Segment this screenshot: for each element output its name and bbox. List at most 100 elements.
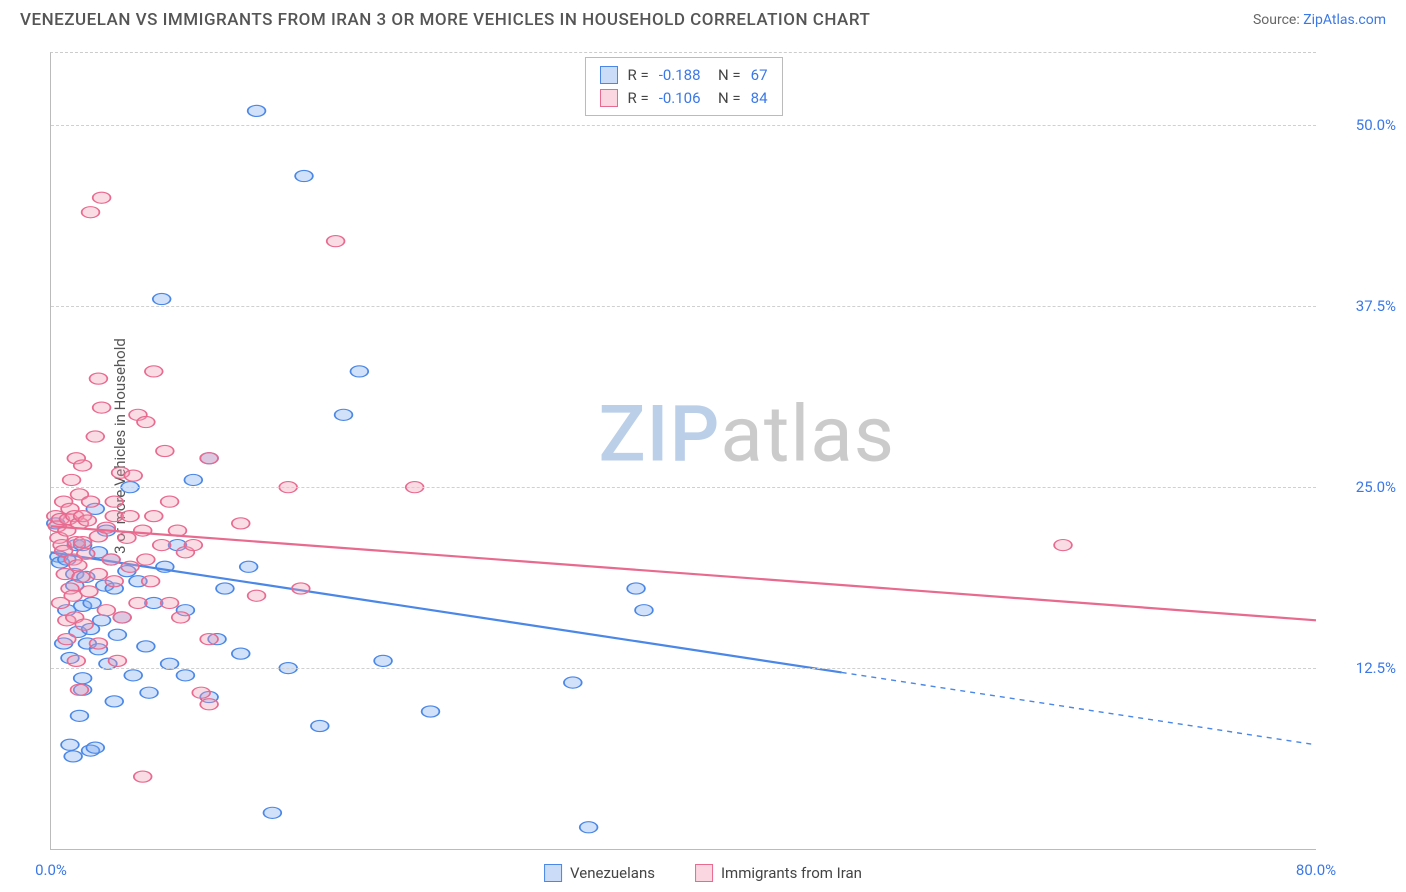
data-point-iran	[161, 597, 179, 608]
data-point-iran	[1054, 540, 1072, 551]
data-point-iran	[232, 518, 250, 529]
data-point-iran	[105, 576, 123, 587]
stat-r-label: R =	[627, 64, 648, 87]
data-point-venezuelans	[61, 739, 79, 750]
legend-item-iran: Immigrants from Iran	[695, 864, 862, 882]
data-point-iran	[200, 699, 218, 710]
stat-n-value-venezuelans: 67	[751, 64, 768, 87]
data-point-venezuelans	[93, 615, 111, 626]
stats-legend-box: R = -0.188 N = 67R = -0.106 N = 84	[584, 57, 782, 116]
data-point-venezuelans	[140, 687, 158, 698]
data-point-iran	[69, 560, 87, 571]
data-point-iran	[129, 597, 147, 608]
stat-r-value-venezuelans: -0.188	[659, 64, 701, 87]
data-point-venezuelans	[580, 822, 598, 833]
data-point-iran	[200, 453, 218, 464]
data-point-iran	[200, 634, 218, 645]
y-tick-label: 50.0%	[1326, 116, 1396, 134]
data-point-venezuelans	[295, 170, 313, 181]
data-point-iran	[82, 207, 100, 218]
legend-item-venezuelans: Venezuelans	[544, 864, 655, 882]
data-point-iran	[86, 431, 104, 442]
gridline-h	[51, 125, 1316, 126]
data-point-venezuelans	[124, 670, 142, 681]
source-link[interactable]: ZipAtlas.com	[1303, 12, 1386, 28]
data-point-venezuelans	[184, 474, 202, 485]
data-point-iran	[156, 445, 174, 456]
data-point-iran	[121, 511, 139, 522]
plot-svg	[51, 53, 1316, 849]
stat-row-venezuelans: R = -0.188 N = 67	[599, 64, 767, 87]
data-point-venezuelans	[240, 561, 258, 572]
stat-r-value-iran: -0.106	[659, 87, 701, 110]
data-point-iran	[145, 511, 163, 522]
gridline-h	[51, 668, 1316, 669]
legend-swatch-iran	[695, 864, 713, 882]
data-point-iran	[71, 684, 89, 695]
data-point-iran	[121, 561, 139, 572]
data-point-venezuelans	[422, 706, 440, 717]
data-point-iran	[77, 548, 95, 559]
data-point-venezuelans	[248, 105, 266, 116]
legend-swatch-iran	[599, 89, 617, 107]
data-point-iran	[105, 496, 123, 507]
gridline-h	[51, 306, 1316, 307]
data-point-iran	[90, 373, 108, 384]
data-point-venezuelans	[335, 409, 353, 420]
trend-line-ext-venezuelans	[842, 672, 1316, 744]
data-point-iran	[79, 515, 97, 526]
data-point-iran	[93, 402, 111, 413]
legend-swatch-venezuelans	[599, 66, 617, 84]
stat-n-value-iran: 84	[751, 87, 768, 110]
data-point-iran	[192, 687, 210, 698]
data-point-venezuelans	[105, 696, 123, 707]
data-point-venezuelans	[564, 677, 582, 688]
data-point-iran	[97, 605, 115, 616]
data-point-iran	[327, 236, 345, 247]
data-point-iran	[67, 655, 85, 666]
data-point-venezuelans	[137, 641, 155, 652]
source-attribution: Source: ZipAtlas.com	[1253, 12, 1386, 28]
data-point-iran	[82, 496, 100, 507]
trend-line-iran	[51, 526, 1316, 620]
data-point-venezuelans	[264, 807, 282, 818]
data-point-venezuelans	[374, 655, 392, 666]
legend-label-iran: Immigrants from Iran	[721, 864, 862, 882]
x-tick-label: 80.0%	[1296, 861, 1336, 879]
scatter-chart: ZIPatlas R = -0.188 N = 67R = -0.106 N =…	[50, 52, 1316, 850]
data-point-iran	[145, 366, 163, 377]
y-tick-label: 37.5%	[1326, 297, 1396, 315]
data-point-venezuelans	[153, 293, 171, 304]
data-point-iran	[113, 612, 131, 623]
source-label: Source:	[1253, 12, 1303, 28]
data-point-venezuelans	[627, 583, 645, 594]
y-tick-label: 25.0%	[1326, 478, 1396, 496]
data-point-venezuelans	[635, 605, 653, 616]
data-point-venezuelans	[232, 648, 250, 659]
y-tick-label: 12.5%	[1326, 659, 1396, 677]
series-legend: Venezuelans Immigrants from Iran	[544, 864, 862, 882]
data-point-iran	[63, 474, 81, 485]
data-point-iran	[72, 571, 90, 582]
data-point-iran	[134, 771, 152, 782]
data-point-iran	[74, 460, 92, 471]
data-point-venezuelans	[216, 583, 234, 594]
data-point-venezuelans	[74, 673, 92, 684]
data-point-iran	[142, 576, 160, 587]
data-point-iran	[292, 583, 310, 594]
data-point-iran	[75, 619, 93, 630]
x-tick-label: 0.0%	[35, 861, 67, 879]
data-point-iran	[153, 540, 171, 551]
data-point-iran	[137, 554, 155, 565]
legend-swatch-venezuelans	[544, 864, 562, 882]
data-point-iran	[118, 532, 136, 543]
data-point-iran	[74, 537, 92, 548]
data-point-venezuelans	[71, 710, 89, 721]
data-point-iran	[93, 192, 111, 203]
legend-label-venezuelans: Venezuelans	[570, 864, 655, 882]
gridline-h	[51, 487, 1316, 488]
data-point-venezuelans	[109, 629, 127, 640]
data-point-iran	[109, 655, 127, 666]
data-point-venezuelans	[311, 720, 329, 731]
data-point-iran	[80, 586, 98, 597]
